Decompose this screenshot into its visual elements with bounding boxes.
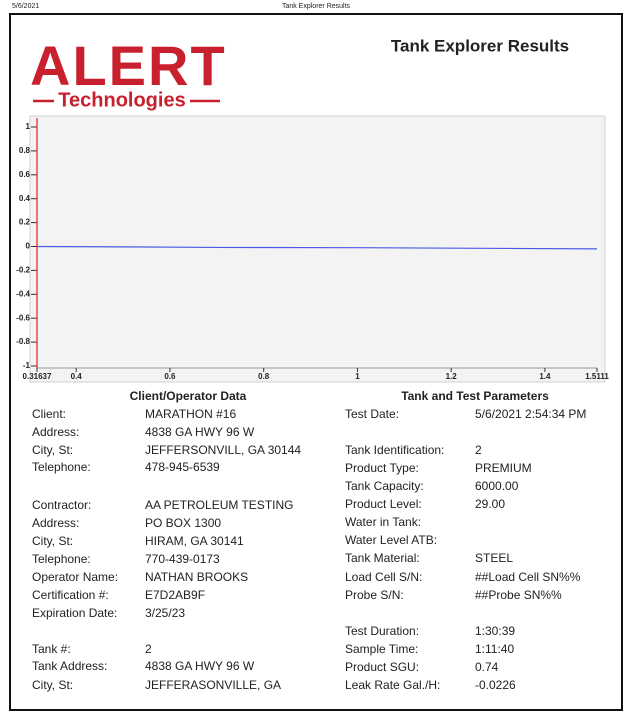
x-tick-label: 0.31637 — [23, 372, 52, 381]
row-label: Water Level ATB: — [345, 533, 437, 547]
row-label: Product Level: — [345, 497, 422, 511]
row-value: 29.00 — [475, 497, 505, 511]
report-title: Tank Explorer Results — [391, 36, 569, 55]
section-heading: Tank and Test Parameters — [401, 389, 549, 403]
row-value: MARATHON #16 — [145, 407, 236, 421]
row-value: ##Load Cell SN%% — [475, 570, 581, 584]
print-date: 5/6/2021 — [12, 3, 39, 10]
row-value: 1:11:40 — [475, 642, 514, 656]
row-value: 2 — [145, 642, 152, 656]
row-label: Tank Capacity: — [345, 479, 424, 493]
x-tick-label: 1.4 — [539, 372, 551, 381]
y-tick-label: -1 — [23, 361, 31, 370]
x-tick-label: 0.6 — [164, 372, 176, 381]
row-value: 2 — [475, 443, 482, 457]
row-label: Product Type: — [345, 461, 419, 475]
y-tick-label: -0.4 — [16, 289, 30, 298]
row-label: City, St: — [32, 443, 73, 457]
y-tick-label: 0.8 — [19, 146, 31, 155]
row-value: STEEL — [475, 551, 513, 565]
row-label: Leak Rate Gal./H: — [345, 678, 440, 692]
row-label: Contractor: — [32, 498, 91, 512]
row-value: AA PETROLEUM TESTING — [145, 498, 293, 512]
row-label: Address: — [32, 425, 79, 439]
row-label: Telephone: — [32, 460, 91, 474]
section-heading: Client/Operator Data — [130, 389, 247, 403]
row-label: Tank #: — [32, 642, 71, 656]
row-label: Test Duration: — [345, 624, 419, 638]
y-tick-label: 0 — [26, 242, 31, 251]
row-value: E7D2AB9F — [145, 588, 205, 602]
x-tick-label: 1 — [355, 372, 360, 381]
row-label: Water in Tank: — [345, 515, 421, 529]
row-value: 6000.00 — [475, 479, 519, 493]
row-label: Telephone: — [32, 552, 91, 566]
row-label: Address: — [32, 516, 79, 530]
y-tick-label: -0.2 — [16, 266, 30, 275]
row-value: JEFFERSONVILL, GA 30144 — [145, 443, 301, 457]
row-value: 770-439-0173 — [145, 552, 220, 566]
print-title: Tank Explorer Results — [282, 3, 351, 10]
row-label: Certification #: — [32, 588, 109, 602]
row-value: 478-945-6539 — [145, 460, 220, 474]
row-label: Load Cell S/N: — [345, 570, 422, 584]
x-tick-label: 1.5111 — [585, 372, 609, 381]
row-label: Test Date: — [345, 407, 399, 421]
x-tick-label: 0.8 — [258, 372, 270, 381]
row-label: Tank Address: — [32, 659, 107, 673]
row-value: NATHAN BROOKS — [145, 570, 248, 584]
row-value: PO BOX 1300 — [145, 516, 221, 530]
row-label: Tank Material: — [345, 551, 420, 565]
row-label: Client: — [32, 407, 66, 421]
x-tick-label: 0.4 — [71, 372, 83, 381]
y-tick-label: -0.8 — [16, 337, 30, 346]
row-value: 5/6/2021 2:54:34 PM — [475, 407, 586, 421]
y-tick-label: 1 — [26, 122, 31, 131]
row-label: Sample Time: — [345, 642, 418, 656]
logo-tagline: Technologies — [58, 89, 185, 111]
row-value: ##Probe SN%% — [475, 588, 562, 602]
logo-name: ALERT — [30, 34, 227, 97]
row-value: JEFFERASONVILLE, GA — [145, 678, 281, 692]
row-label: City, St: — [32, 534, 73, 548]
row-value: 0.74 — [475, 660, 499, 674]
row-value: 4838 GA HWY 96 W — [145, 659, 255, 673]
row-value: 3/25/23 — [145, 606, 185, 620]
row-value: 4838 GA HWY 96 W — [145, 425, 255, 439]
y-tick-label: -0.6 — [16, 313, 30, 322]
y-tick-label: 0.4 — [19, 194, 31, 203]
row-value: PREMIUM — [475, 461, 532, 475]
row-label: Expiration Date: — [32, 606, 117, 620]
x-tick-label: 1.2 — [446, 372, 458, 381]
row-label: Product SGU: — [345, 660, 419, 674]
y-tick-label: 0.2 — [19, 218, 31, 227]
row-value: -0.0226 — [475, 678, 516, 692]
row-label: Probe S/N: — [345, 588, 404, 602]
row-value: HIRAM, GA 30141 — [145, 534, 244, 548]
data-line — [36, 245, 598, 250]
row-value: 1:30:39 — [475, 624, 515, 638]
y-tick-label: 0.6 — [19, 170, 31, 179]
row-label: Operator Name: — [32, 570, 118, 584]
row-label: City, St: — [32, 678, 73, 692]
row-label: Tank Identification: — [345, 443, 444, 457]
